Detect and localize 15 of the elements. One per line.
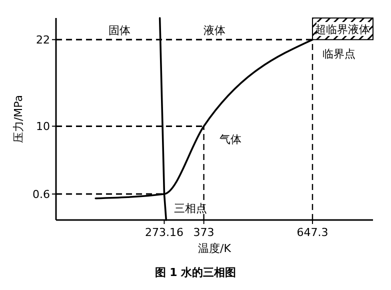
y-tick-label: 0.6	[32, 188, 50, 201]
y-tick-label: 10	[36, 120, 50, 134]
annotation: 临界点	[322, 48, 356, 61]
x-tick-label: 373	[193, 226, 214, 239]
x-axis-title: 温度/K	[198, 242, 232, 255]
annotation: 气体	[219, 133, 242, 146]
band-label: 超临界液体	[315, 23, 370, 36]
x-tick-label: 647.3	[296, 226, 328, 239]
text: 图 1 水的三相图	[154, 266, 236, 279]
y-tick-label: 22	[36, 33, 50, 46]
x-tick-label: 273.16	[144, 226, 184, 239]
annotation: 三相点	[174, 202, 208, 216]
annotation: 液体	[204, 24, 226, 38]
y-axis-title: 压力/MPa	[12, 94, 25, 144]
annotation: 固体	[108, 24, 130, 38]
